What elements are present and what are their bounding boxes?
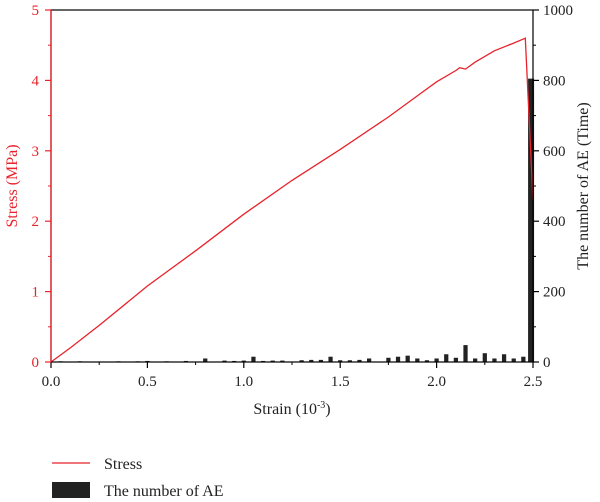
ae-bar [463, 345, 468, 362]
ae-bar [424, 360, 430, 362]
ae-bar [511, 358, 516, 362]
ae-bar [241, 360, 246, 362]
ae-bar [222, 360, 227, 362]
left-tick-label: 2 [32, 214, 40, 230]
x-axis-title: Strain (10-3) [253, 400, 330, 418]
ae-bar [521, 356, 526, 362]
left-tick-label: 1 [32, 285, 40, 301]
legend-label-ae: The number of AE [104, 483, 224, 500]
ae-bar [444, 354, 449, 362]
ae-bar [528, 78, 535, 362]
ae-bar [386, 357, 391, 362]
right-tick-label: 800 [543, 73, 566, 89]
ae-bar [270, 360, 275, 362]
legend-swatch-ae [52, 482, 90, 498]
ae-bar [501, 354, 507, 362]
x-axis-ticks: 0.0 0.5 1.0 1.5 2.0 2.5 [42, 362, 543, 390]
right-tick-label: 600 [543, 144, 566, 160]
x-tick-label: 0.5 [138, 374, 157, 390]
ae-bar [318, 359, 324, 362]
left-axis-ticks: 0 1 2 3 4 5 [32, 3, 51, 371]
x-tick-label: 2.5 [524, 374, 543, 390]
ae-bar [328, 356, 333, 362]
left-tick-label: 4 [32, 73, 40, 89]
x-tick-label: 1.5 [331, 374, 350, 390]
right-axis-title: The number of AE (Time) [575, 102, 592, 269]
ae-bar [309, 359, 314, 362]
x-tick-label: 2.0 [427, 374, 446, 390]
ae-bar [415, 358, 420, 362]
ae-bar [492, 358, 497, 362]
ae-bar [453, 357, 459, 362]
ae-bar [280, 360, 285, 362]
right-axis-ticks: 0 200 400 600 800 1000 [533, 3, 573, 371]
ae-bar [434, 358, 439, 362]
right-tick-label: 1000 [543, 3, 573, 19]
left-tick-label: 3 [32, 144, 40, 160]
right-tick-label: 0 [543, 355, 551, 371]
x-tick-label: 0.0 [42, 374, 61, 390]
stress-line-layer [50, 37, 534, 363]
left-tick-label: 5 [32, 3, 40, 19]
ae-bar [251, 356, 256, 362]
stress-line [50, 37, 534, 363]
legend: Stress The number of AE [52, 456, 224, 500]
left-tick-label: 0 [32, 355, 40, 371]
ae-bar [473, 358, 478, 362]
ae-bar [299, 360, 304, 362]
ae-bar [482, 353, 487, 362]
left-axis-title: Stress (MPa) [4, 144, 21, 227]
legend-label-stress: Stress [104, 456, 142, 473]
ae-bar [347, 360, 352, 362]
ae-bar [395, 356, 401, 362]
plot-frame [50, 9, 534, 363]
right-tick-label: 200 [543, 285, 566, 301]
ae-bars [58, 78, 535, 363]
right-tick-label: 400 [543, 214, 566, 230]
ae-bar [338, 360, 343, 362]
ae-bar [203, 358, 208, 362]
ae-bar [366, 358, 372, 362]
ae-bar [405, 355, 410, 362]
ae-bar [357, 359, 362, 362]
x-tick-label: 1.0 [234, 374, 253, 390]
